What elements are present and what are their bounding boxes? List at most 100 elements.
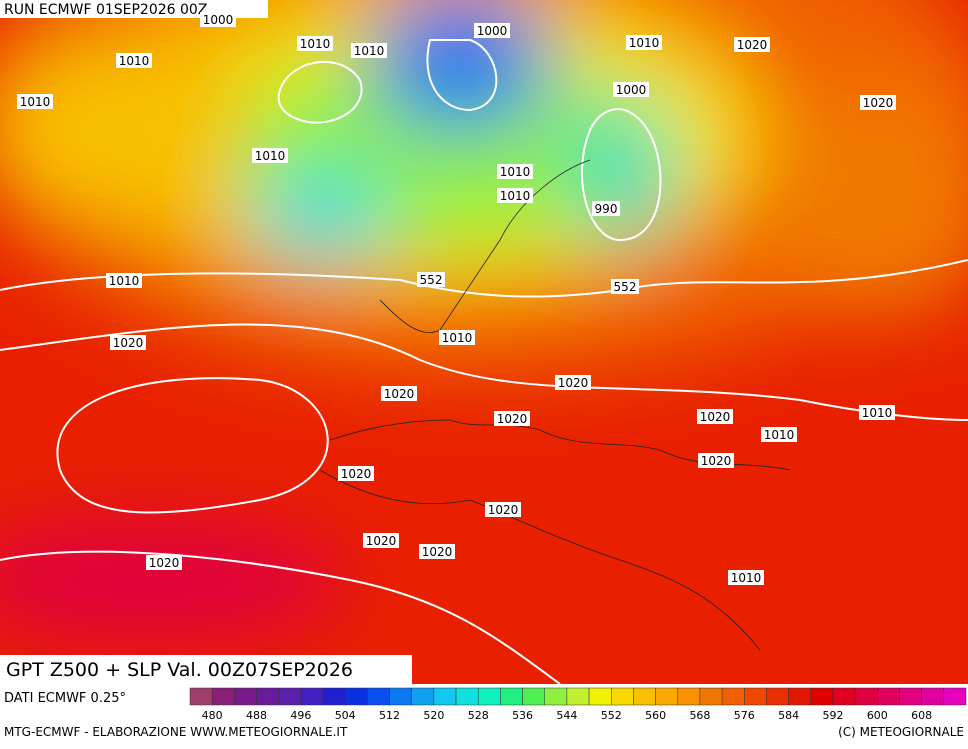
isobar-label: 1010 — [442, 331, 473, 345]
isobar-label-box — [611, 279, 639, 294]
isobar-label: 1020 — [488, 503, 519, 517]
isobar-label-box — [860, 95, 896, 110]
colorbar-label: 592 — [822, 709, 843, 722]
isobar — [0, 550, 561, 684]
colorbar-swatch — [522, 687, 545, 706]
isobar-label: 1010 — [731, 571, 762, 585]
isobar-label: 552 — [614, 280, 637, 294]
colorbar-label: 504 — [335, 709, 356, 722]
colorbar-swatch — [655, 687, 679, 706]
colorbar-label: 568 — [689, 709, 710, 722]
isobar-label: 1010 — [20, 95, 51, 109]
colorbar-swatch — [544, 687, 568, 706]
isobar-label: 1010 — [629, 36, 660, 50]
title-box — [0, 655, 412, 684]
isobar-label-box — [613, 82, 649, 97]
colorbar-label: 528 — [468, 709, 489, 722]
isobar-label-box — [363, 533, 399, 548]
colorbar-swatch — [721, 687, 745, 706]
colorbar-label: 512 — [379, 709, 400, 722]
isobar-label-box — [485, 502, 521, 517]
colorbar-swatch — [921, 687, 945, 706]
isobar-label: 1010 — [109, 274, 140, 288]
isobar-label: 1010 — [354, 44, 385, 58]
isobar-label: 1000 — [616, 83, 647, 97]
isobar-label-box — [297, 36, 333, 51]
isobar-label: 990 — [595, 202, 618, 216]
colorbar-swatch — [455, 687, 479, 706]
footer-left: MTG-ECMWF - ELABORAZIONE WWW.METEOGIORNA… — [4, 725, 348, 739]
isobar-label: 1020 — [341, 467, 372, 481]
colorbar-swatch — [389, 687, 412, 706]
isobar-label: 1020 — [384, 387, 415, 401]
isobar-label-box — [555, 375, 591, 390]
isobar — [581, 108, 662, 242]
footer-right: (C) METEOGIORNALE — [838, 725, 964, 739]
colorbar-swatch — [943, 687, 967, 706]
colorbar-swatch — [344, 687, 368, 706]
colorbar-swatch — [611, 687, 634, 706]
isobar-label-box — [146, 555, 182, 570]
colorbar-swatch — [566, 687, 590, 706]
isobar-label: 1020 — [366, 534, 397, 548]
isobar-label-box — [200, 12, 236, 27]
isobar-label-box — [351, 43, 387, 58]
colorbar-swatch — [211, 687, 235, 706]
isobar-label-box — [734, 37, 770, 52]
isobar-label-box — [592, 201, 620, 216]
colorbar-label: 488 — [246, 709, 267, 722]
isobar-label-box — [728, 570, 764, 585]
isobar-label: 1020 — [700, 410, 731, 424]
colorbar-swatch — [411, 687, 435, 706]
map-title: GPT Z500 + SLP Val. 00Z07SEP2026 — [6, 659, 353, 681]
colorbar-label: 520 — [423, 709, 444, 722]
isobar-label-box — [697, 409, 733, 424]
isobar-label-box — [110, 335, 146, 350]
isobar-label: 1020 — [737, 38, 768, 52]
isobar-label-box — [439, 330, 475, 345]
isobar-label: 1010 — [862, 406, 893, 420]
colorbar-swatch — [744, 687, 767, 706]
isobar-label-box — [252, 148, 288, 163]
isobar-label-box — [381, 386, 417, 401]
colorbar-label: 552 — [601, 709, 622, 722]
source-label: DATI ECMWF 0.25° — [4, 691, 126, 706]
colorbar: 480 488 496 504 512 520 528 536 544 552 560 568 576 5… — [189, 687, 967, 722]
colorbar-label: 576 — [734, 709, 755, 722]
isobar-label: 1020 — [113, 336, 144, 350]
isobar-label-box — [859, 405, 895, 420]
isobar-label: 1020 — [149, 556, 180, 570]
colorbar-swatch — [877, 687, 900, 706]
colorbar-label: 584 — [778, 709, 799, 722]
isobar-label-box — [698, 453, 734, 468]
isobar-label: 552 — [420, 273, 443, 287]
colorbar-swatch — [854, 687, 878, 706]
isobar-label: 1010 — [255, 149, 286, 163]
isobar-label: 1020 — [558, 376, 589, 390]
isobar-label: 1000 — [477, 24, 508, 38]
colorbar-swatch — [810, 687, 834, 706]
isobar — [426, 39, 498, 112]
colorbar-swatch — [500, 687, 523, 706]
isobar-label: 1010 — [119, 54, 150, 68]
isobar-label: 1010 — [764, 428, 795, 442]
colorbar-swatch — [189, 687, 213, 706]
colorbar-label: 480 — [202, 709, 223, 722]
isobar-label: 1010 — [500, 165, 531, 179]
isobar-label-box — [626, 35, 662, 50]
colorbar-label: 536 — [512, 709, 533, 722]
colorbar-swatch — [300, 687, 324, 706]
isobar-label: 1000 — [203, 13, 234, 27]
colorbar-swatch — [256, 687, 279, 706]
isobar-label: 1010 — [300, 37, 331, 51]
run-label: RUN ECMWF 01SEP2026 00Z — [4, 2, 207, 18]
isobar-label: 1020 — [497, 412, 528, 426]
colorbar-swatch — [588, 687, 612, 706]
isobar-label-box — [497, 188, 533, 203]
colorbar-label: 544 — [556, 709, 577, 722]
colorbar-swatch — [367, 687, 390, 706]
isobar-label-box — [497, 164, 533, 179]
colorbar-swatch — [699, 687, 723, 706]
isobar-label-box — [116, 53, 152, 68]
colorbar-swatch — [477, 687, 501, 706]
